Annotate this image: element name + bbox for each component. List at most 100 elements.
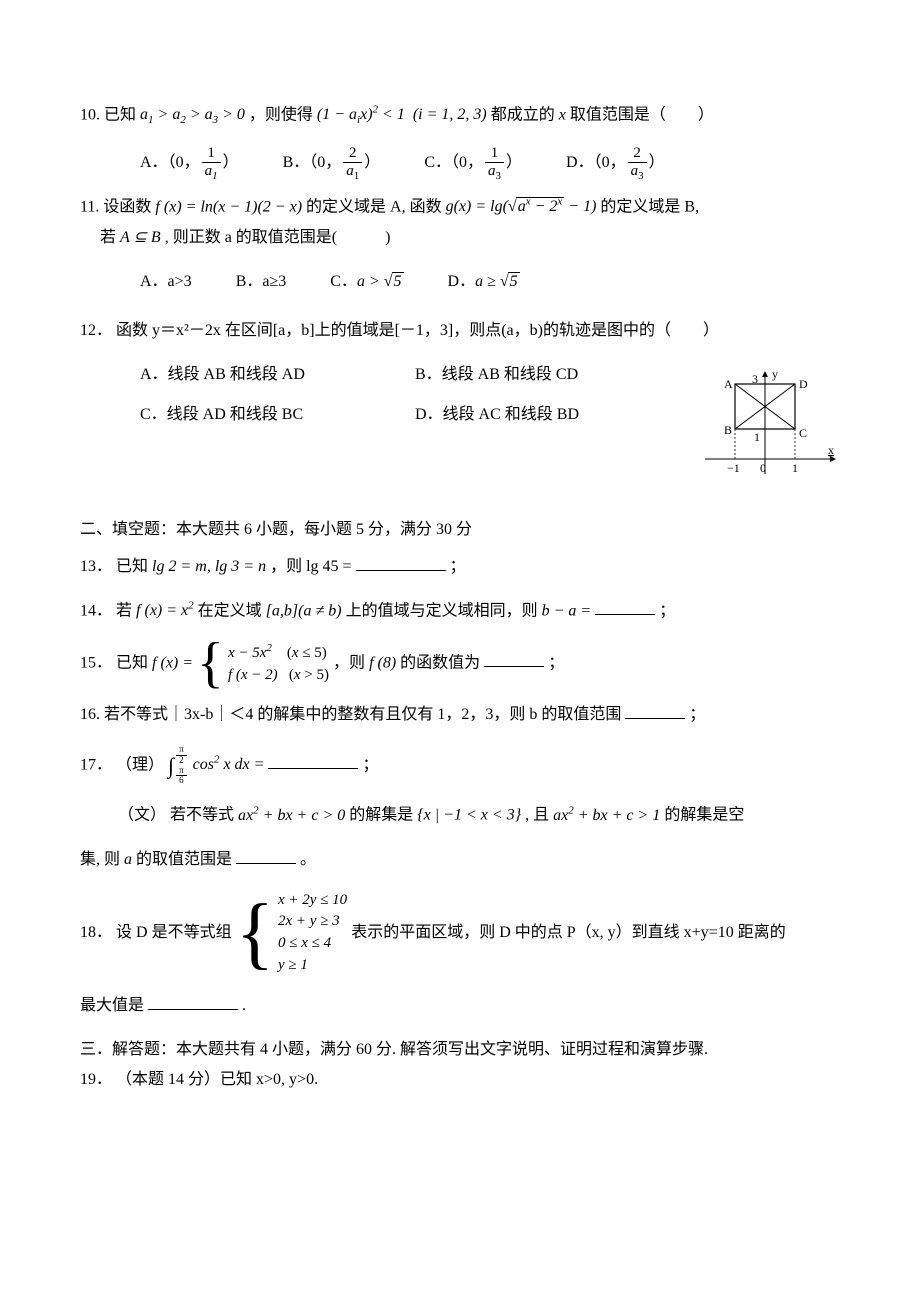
q17-num: 17． <box>80 756 112 773</box>
q17-li-tail: ； <box>362 756 378 773</box>
q10-opt-a: A．（0，1a1） <box>140 145 239 182</box>
section-3-header: 三．解答题：本大题共有 4 小题，满分 60 分. 解答须写出文字说明、证明过程… <box>80 1035 840 1065</box>
q10-opt-a-open: （0， <box>168 154 200 171</box>
q15-r1l: x − 5x2 <box>228 645 272 661</box>
lbl-1t: 1 <box>754 430 760 444</box>
lbl-0: 0 <box>760 461 766 475</box>
q17-wen-blank <box>236 847 296 864</box>
q10-opt-b-label: B． <box>283 154 310 171</box>
q13-pre: 已知 <box>116 558 148 575</box>
q10-var: x <box>559 106 566 123</box>
q14-target: b − a = <box>542 602 596 619</box>
q18-mid: 表示的平面区域，则 D 中的点 P（x, y）到直线 x+y=10 距离的 <box>351 924 786 941</box>
q12-opt-c: C．线段 AD 和线段 BC <box>140 400 415 430</box>
question-12: 12． 函数 y＝x²－2x 在区间[a，b]上的值域是[－1，3]，则点(a，… <box>80 316 840 346</box>
q18-tail: . <box>242 997 246 1014</box>
q13-target: lg 45 = <box>306 558 355 575</box>
section-2-header: 二、填空题：本大题共 6 小题，每小题 5 分，满分 30 分 <box>80 515 840 545</box>
q11-d-rad: 5 <box>508 272 520 290</box>
q11-l2a: 若 <box>100 229 120 246</box>
lbl-m1: −1 <box>727 461 740 475</box>
q18-pre: 设 D 是不等式组 <box>116 924 232 941</box>
q10-c-den: a3 <box>485 163 504 182</box>
q14-blank <box>595 598 655 615</box>
question-15: 15． 已知 f (x) = { x − 5x2 (x ≤ 5) f (x − … <box>80 641 840 687</box>
q16-blank <box>625 702 685 719</box>
q19-text: （本题 14 分）已知 x>0, y>0. <box>116 1071 318 1088</box>
q14-mid1: 在定义域 <box>198 602 262 619</box>
q15-mid: ，则 <box>333 654 369 671</box>
q10-opt-b-open: （0， <box>309 154 341 171</box>
question-16: 16. 若不等式｜3x-b｜＜4 的解集中的整数有且仅有 1，2，3，则 b 的… <box>80 700 840 730</box>
q15-target: f (8) <box>369 654 396 671</box>
q13-mid: ，则 <box>270 558 306 575</box>
q11-g: g(x) = lg(ax − 2x − 1) <box>446 198 597 215</box>
q12-diagram: A D B C 3 1 y x −1 0 1 <box>700 364 840 495</box>
q17-wen-b: 的解集是 <box>349 807 413 824</box>
q10-opt-d-label: D． <box>566 154 594 171</box>
q11-text-b: 的定义域是 A, 函数 <box>306 198 446 215</box>
q14-f: f (x) = x2 <box>136 602 194 619</box>
question-17-wen-line2: 集, 则 a 的取值范围是 。 <box>80 845 840 875</box>
q11-opt-c: C．a > 5 <box>330 267 403 297</box>
q10-text-d: 取值范围是（ ） <box>570 106 714 123</box>
lbl-x: x <box>828 443 834 457</box>
q11-subset: A ⊆ B <box>120 229 161 246</box>
q15-pre: 已知 <box>116 654 148 671</box>
question-10: 10. 已知 a1 > a2 > a3 > 0 ，则使得 (1 − aix)2 … <box>80 100 840 131</box>
q15-post: 的函数值为 <box>400 654 480 671</box>
q15-num: 15． <box>80 654 112 671</box>
question-18: 18． 设 D 是不等式组 { x + 2y ≤ 10 2x + y ≥ 3 0… <box>80 890 840 977</box>
q11-c-rad: 5 <box>392 272 404 290</box>
q17-wen-tail: 。 <box>300 851 316 868</box>
lbl-B: B <box>724 423 732 437</box>
q14-num: 14． <box>80 602 112 619</box>
q17-integrand: cos2 x dx = <box>193 756 269 773</box>
q12-body: A．线段 AB 和线段 AD B．线段 AB 和线段 CD C．线段 AD 和线… <box>80 360 840 495</box>
q11-text-a: 设函数 <box>103 198 155 215</box>
q10-opt-c-open: （0， <box>451 154 483 171</box>
q17-wen-d: 的解集是空 <box>664 807 744 824</box>
question-17-wen: （文） 若不等式 ax2 + bx + c > 0 的解集是 {x | −1 <… <box>80 800 840 831</box>
q10-text-c: 都成立的 <box>491 106 555 123</box>
q18-blank <box>148 993 238 1010</box>
q18-r2: 2x + y ≥ 3 <box>278 911 347 933</box>
q17-wen-a: 若不等式 <box>170 807 234 824</box>
q11-options: A．a>3 B．a≥3 C．a > 5 D．a ≥ 5 <box>80 267 840 297</box>
q17-wen-e: 的取值范围是 <box>136 851 232 868</box>
q10-text-a: 已知 <box>104 106 136 123</box>
q10-d-den: a3 <box>628 163 647 182</box>
q10-opt-a-close: ） <box>223 154 239 171</box>
q15-tail: ； <box>548 654 564 671</box>
q10-cond: a1 > a2 > a3 > 0 <box>140 106 245 123</box>
q10-options: A．（0，1a1） B．（0，2a1） C．（0，1a3） D．（0，2a3） <box>80 145 840 182</box>
q16-num: 16. <box>80 706 100 723</box>
q10-opt-d: D．（0，2a3） <box>566 145 665 182</box>
question-19: 19． （本题 14 分）已知 x>0, y>0. <box>80 1065 840 1095</box>
q13-tail: ； <box>450 558 466 575</box>
q11-d-lab: D． <box>448 273 476 290</box>
q17-lo-d: 6 <box>176 776 187 786</box>
q15-r2r: (x > 5) <box>289 667 329 683</box>
q13-expr: lg 2 = m, lg 3 = n <box>152 558 266 575</box>
q10-opt-b-close: ） <box>364 154 380 171</box>
q10-text-b: ，则使得 <box>249 106 313 123</box>
q10-opt-c-label: C． <box>424 154 451 171</box>
question-13: 13． 已知 lg 2 = m, lg 3 = n ，则 lg 45 = ； <box>80 552 840 582</box>
q10-opt-d-open: （0， <box>594 154 626 171</box>
q12-options: A．线段 AB 和线段 AD B．线段 AB 和线段 CD C．线段 AD 和线… <box>80 360 690 431</box>
q16-text: 若不等式｜3x-b｜＜4 的解集中的整数有且仅有 1，2，3，则 b 的取值范围 <box>104 706 621 723</box>
q11-c-expr: a > 5 <box>357 273 404 290</box>
q16-tail: ； <box>689 706 705 723</box>
q11-f: f (x) = ln(x − 1)(2 − x) <box>155 198 302 215</box>
q17-wen-l2a: 集, 则 <box>80 851 120 868</box>
q12-opt-b: B．线段 AB 和线段 CD <box>415 360 690 390</box>
q17-wen-expr1: ax2 + bx + c > 0 <box>238 807 345 824</box>
q10-b-num: 2 <box>343 145 362 163</box>
q12-opt-d: D．线段 AC 和线段 BD <box>415 400 690 430</box>
q15-fhead: f (x) = <box>152 654 197 671</box>
lbl-C: C <box>799 426 807 440</box>
q17-bounds: π2π6 <box>174 745 189 787</box>
q17-wen-var: a <box>124 851 132 868</box>
q10-main: (1 − aix)2 < 1 (i = 1, 2, 3) <box>317 106 487 123</box>
